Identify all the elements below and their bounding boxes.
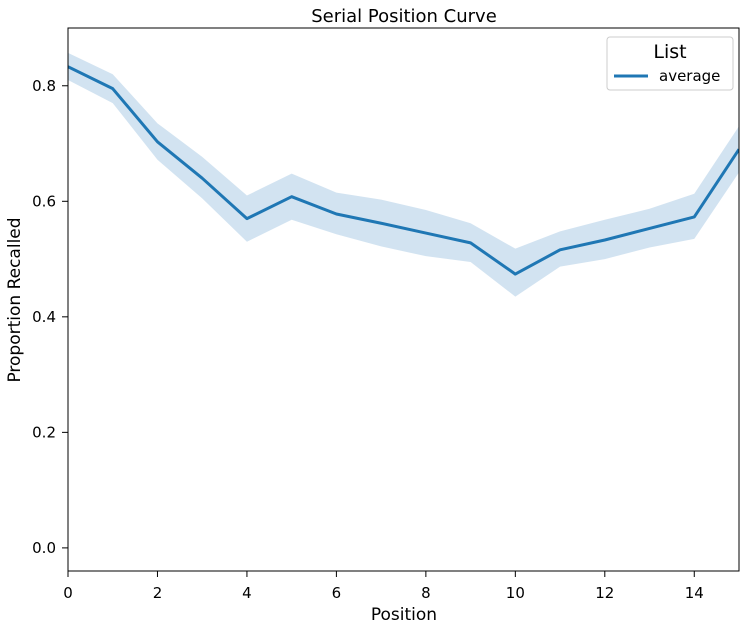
x-tick-label: 14 — [685, 584, 704, 602]
x-tick-label: 6 — [332, 584, 342, 602]
confidence-band-layer — [68, 52, 739, 297]
x-tick-label: 2 — [153, 584, 163, 602]
legend: List average — [606, 36, 734, 91]
x-axis-title: Position — [371, 605, 437, 625]
x-axis: 0 2 4 6 8 10 12 14 — [63, 571, 704, 602]
y-tick-label: 0.6 — [32, 192, 56, 210]
y-axis: 0.0 0.2 0.4 0.6 0.8 — [32, 77, 68, 557]
x-tick-label: 10 — [506, 584, 525, 602]
x-tick-label: 8 — [421, 584, 431, 602]
x-tick-label: 0 — [63, 584, 73, 602]
x-tick-label: 4 — [242, 584, 252, 602]
confidence-band-average — [68, 52, 739, 297]
y-axis-title: Proportion Recalled — [5, 217, 25, 382]
y-tick-label: 0.0 — [32, 539, 56, 557]
y-tick-label: 0.2 — [32, 423, 56, 441]
plot-frame — [67, 27, 740, 572]
y-tick-label: 0.8 — [32, 77, 56, 95]
legend-label-average: average — [659, 67, 720, 85]
x-tick-label: 12 — [595, 584, 614, 602]
chart-title: Serial Position Curve — [311, 6, 497, 27]
series-line-layer — [68, 65, 739, 276]
series-line-average — [68, 65, 739, 276]
plot-area — [68, 52, 739, 297]
y-tick-label: 0.4 — [32, 308, 56, 326]
legend-title: List — [653, 41, 686, 63]
